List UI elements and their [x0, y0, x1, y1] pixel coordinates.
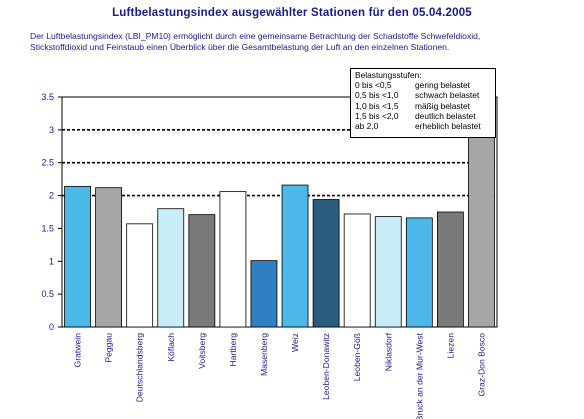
legend-row: 1,5 bis <2,0 deutlich belastet: [355, 111, 495, 121]
x-tick-label: Hartberg: [228, 333, 238, 367]
plot-area: 0 0.5 1 1.5 2 2.5 3 3.5 Gratwein Peggau Deutschlan…: [41, 92, 498, 419]
legend-label: erheblich belastet: [415, 121, 481, 132]
legend-label: mäßig belastet: [415, 100, 470, 111]
y-tick-label: 3: [49, 125, 54, 135]
legend: Belastungsstufen: 0 bis <0,5 gering bela…: [350, 68, 496, 138]
bar: [281, 184, 309, 328]
bar: [436, 211, 464, 328]
x-tick-label: Peggau: [104, 333, 114, 363]
legend-range: 1,5 bis <2,0: [355, 110, 399, 121]
bar: [64, 185, 91, 328]
bar: [157, 208, 185, 328]
bar: [343, 213, 371, 328]
legend-row: 1,0 bis <1,5 mäßig belastet: [355, 101, 495, 111]
legend-title: Belastungsstufen:: [355, 70, 422, 80]
bar: [374, 216, 402, 328]
x-tick-label: Leoben-Göß: [352, 333, 362, 381]
y-tick-label: 2: [49, 191, 54, 201]
x-tick-label: Weiz: [290, 333, 300, 352]
bar: [250, 260, 278, 328]
legend-label: schwach belastet: [415, 90, 480, 101]
y-tick-label: 3.5: [41, 92, 54, 102]
x-tick-label: Leoben-Donawitz: [321, 333, 331, 400]
legend-range: 1,0 bis <1,5: [355, 100, 399, 111]
legend-label: deutlich belastet: [415, 110, 476, 121]
legend-range: 0 bis <0,5: [355, 80, 392, 91]
x-tick-label: Masenberg: [259, 333, 269, 376]
x-tick-label: Bruck an der Mur-West: [414, 332, 424, 419]
legend-row: 0,5 bis <1,0 schwach belastet: [355, 90, 495, 100]
x-tick-label: Liezen: [445, 333, 455, 359]
x-tick-label: Deutschlandsberg: [135, 333, 145, 402]
x-tick-label: Köflach: [166, 333, 176, 362]
x-tick-label: Graz-Don Bosco: [476, 333, 486, 397]
x-tick-label: Gratwein: [73, 333, 83, 368]
legend-row: ab 2,0 erheblich belastet: [355, 121, 495, 131]
bar: [95, 187, 123, 328]
legend-range: 0,5 bis <1,0: [355, 90, 399, 101]
chart-description: Der Luftbelastungsindex (LBI_PM10) ermög…: [30, 31, 481, 52]
y-tick-label: 1.5: [41, 223, 54, 233]
bar: [188, 214, 216, 328]
bar: [126, 223, 154, 328]
x-tick-label: Niklasdorf: [383, 332, 393, 371]
y-tick-label: 0: [49, 322, 54, 332]
bar: [219, 191, 247, 328]
x-tick-label: Voitsberg: [197, 333, 207, 369]
legend-range: ab 2,0: [355, 121, 379, 132]
legend-label: gering belastet: [415, 80, 470, 91]
bar: [312, 199, 340, 328]
y-tick-label: 1: [49, 256, 54, 266]
y-tick-label: 2.5: [41, 158, 54, 168]
legend-row: 0 bis <0,5 gering belastet: [355, 80, 495, 90]
chart-title: Luftbelastungsindex ausgewählter Station…: [112, 7, 472, 19]
bar: [405, 217, 433, 328]
y-tick-label: 0.5: [41, 289, 54, 299]
